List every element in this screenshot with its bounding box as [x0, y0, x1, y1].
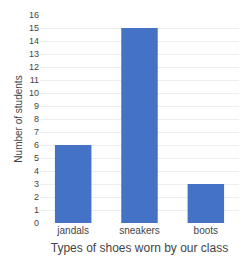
svg-text:1: 1 — [34, 205, 39, 215]
svg-text:boots: boots — [194, 225, 218, 236]
svg-text:9: 9 — [34, 101, 39, 111]
svg-text:0: 0 — [34, 218, 39, 228]
svg-text:5: 5 — [34, 153, 39, 163]
svg-text:13: 13 — [29, 49, 39, 59]
svg-text:6: 6 — [34, 140, 39, 150]
svg-text:11: 11 — [30, 75, 39, 85]
svg-text:8: 8 — [34, 114, 39, 124]
svg-text:10: 10 — [29, 88, 39, 98]
svg-text:16: 16 — [29, 10, 39, 20]
svg-text:15: 15 — [29, 23, 39, 33]
svg-text:14: 14 — [29, 36, 39, 46]
svg-text:3: 3 — [34, 179, 39, 189]
svg-text:2: 2 — [34, 192, 39, 202]
svg-text:7: 7 — [34, 127, 39, 137]
svg-text:sneakers: sneakers — [119, 225, 160, 236]
svg-text:4: 4 — [34, 166, 39, 176]
svg-text:12: 12 — [29, 62, 39, 72]
svg-text:jandals: jandals — [56, 225, 89, 236]
svg-text:Types of shoes worn by our cla: Types of shoes worn by our class — [51, 241, 228, 255]
svg-text:Number of students: Number of students — [13, 75, 24, 162]
